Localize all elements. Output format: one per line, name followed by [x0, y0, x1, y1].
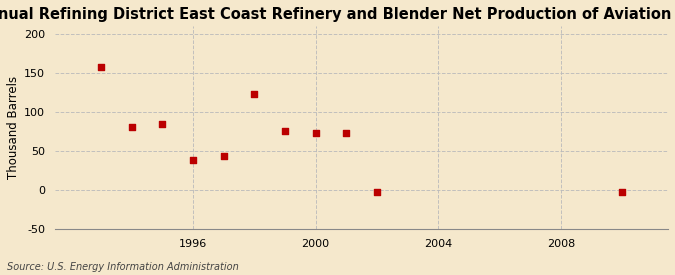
Point — [371, 189, 382, 194]
Point — [157, 121, 167, 126]
Point — [96, 65, 107, 70]
Title: Annual Refining District East Coast Refinery and Blender Net Production of Aviat: Annual Refining District East Coast Refi… — [0, 7, 675, 22]
Point — [188, 158, 198, 163]
Point — [310, 131, 321, 135]
Point — [249, 92, 260, 96]
Point — [218, 154, 229, 159]
Point — [341, 131, 352, 135]
Point — [126, 125, 137, 130]
Text: Source: U.S. Energy Information Administration: Source: U.S. Energy Information Administ… — [7, 262, 238, 272]
Point — [279, 129, 290, 134]
Y-axis label: Thousand Barrels: Thousand Barrels — [7, 76, 20, 179]
Point — [617, 190, 628, 194]
